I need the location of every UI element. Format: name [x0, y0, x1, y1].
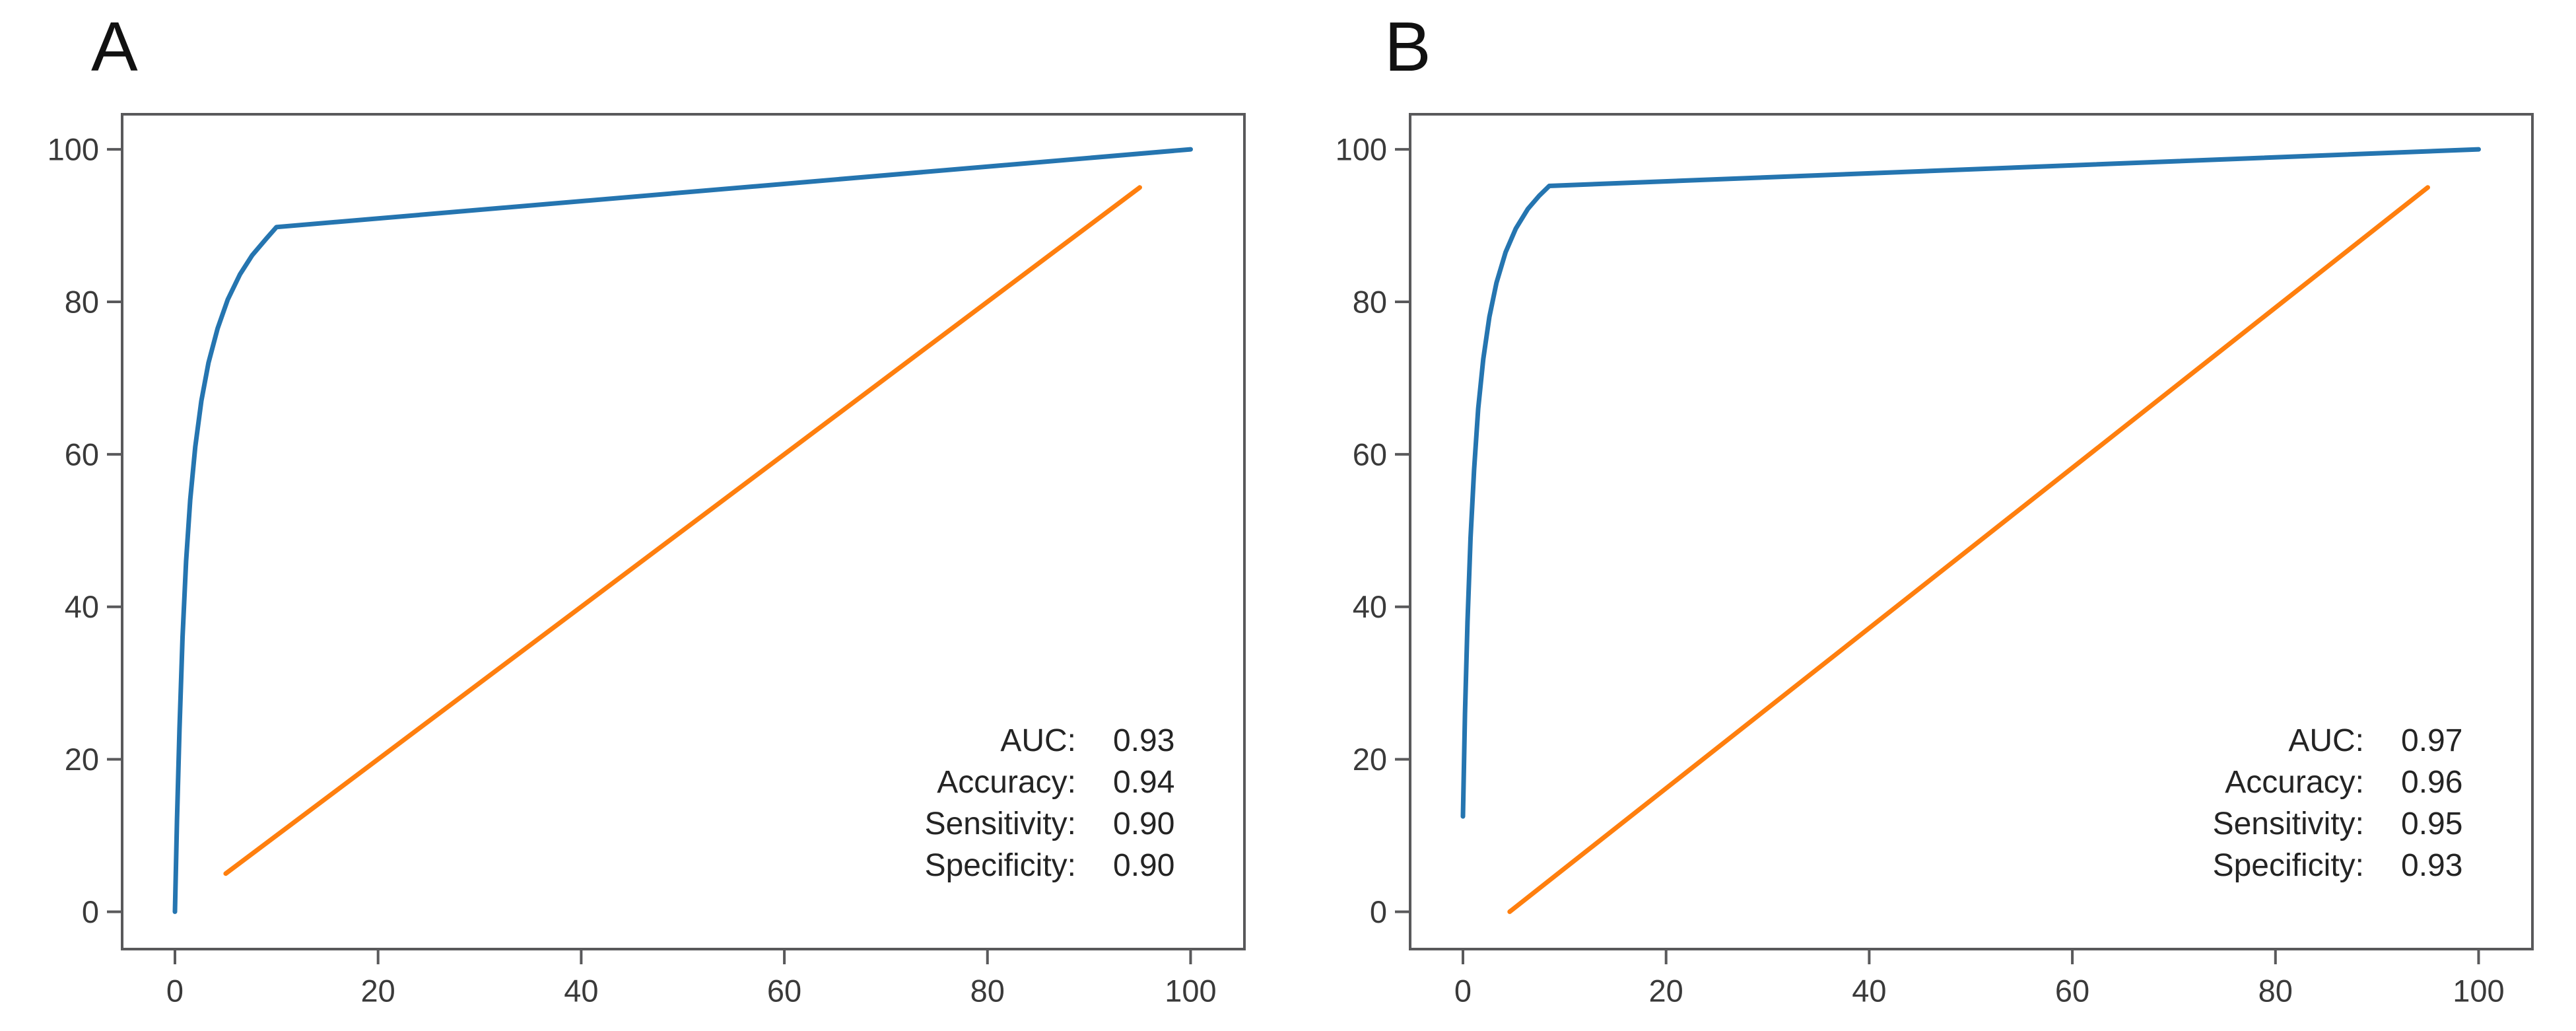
panel-a-letter: A [91, 8, 138, 86]
x-tick-label: 0 [166, 973, 184, 1008]
y-tick-label: 100 [48, 132, 99, 167]
x-tick-label: 40 [1852, 973, 1886, 1008]
roc-curve-line [1460, 147, 2481, 819]
x-tick-label: 60 [2055, 973, 2089, 1008]
metric-value: 0.95 [2401, 806, 2462, 841]
metric-value: 0.94 [1113, 765, 1174, 800]
metric-value: 0.97 [2401, 723, 2462, 758]
metric-label: Specificity: [2213, 848, 2364, 883]
y-tick-label: 60 [1353, 437, 1387, 472]
x-tick-label: 20 [361, 973, 395, 1008]
y-tick-label: 20 [1353, 742, 1387, 777]
y-tick-label: 0 [82, 894, 99, 929]
metric-label: Sensitivity: [2213, 806, 2364, 841]
metric-label: Accuracy: [937, 765, 1076, 800]
panel-b: B 0 20 40 60 80 100 0 20 40 60 80 100 AUC: 0.97 Accura… [1288, 0, 2576, 1031]
x-tick-label: 0 [1454, 973, 1472, 1008]
roc-chart-b: 0 20 40 60 80 100 0 20 40 60 80 100 AUC: 0.97 Accuracy… [1336, 113, 2534, 1008]
metric-label: AUC: [2288, 723, 2364, 758]
y-tick-label: 0 [1370, 894, 1387, 929]
metric-label: AUC: [1000, 723, 1076, 758]
metric-value: 0.93 [2401, 848, 2462, 883]
plot-frame [1409, 113, 2534, 950]
metric-label: Accuracy: [2225, 765, 2364, 800]
metric-label: Specificity: [925, 848, 1076, 883]
x-tick-label: 100 [1165, 973, 1216, 1008]
roc-curve-line [172, 147, 1193, 914]
y-tick-label: 40 [1353, 589, 1387, 624]
y-tick-label: 20 [65, 742, 99, 777]
x-tick-label: 20 [1649, 973, 1683, 1008]
panel-a: A 0 20 40 60 80 100 0 20 40 60 80 100 AUC: 0.93 Accura… [48, 8, 1246, 1008]
metric-label: Sensitivity: [925, 806, 1076, 841]
y-tick-label: 100 [1336, 132, 1387, 167]
panel-b-letter: B [1384, 8, 1431, 86]
x-tick-label: 60 [767, 973, 801, 1008]
plot-frame [121, 113, 1246, 950]
x-tick-label: 40 [564, 973, 598, 1008]
x-tick-label: 80 [970, 973, 1005, 1008]
y-tick-label: 60 [65, 437, 99, 472]
roc-chart-a: 0 20 40 60 80 100 0 20 40 60 80 100 AUC: 0.93 Accuracy… [48, 113, 1246, 1008]
metric-value: 0.90 [1113, 806, 1174, 841]
x-tick-label: 80 [2258, 973, 2293, 1008]
y-tick-label: 40 [65, 589, 99, 624]
chance-line-line [1507, 185, 2430, 914]
metric-value: 0.90 [1113, 848, 1174, 883]
y-tick-label: 80 [65, 284, 99, 319]
chance-line-line [223, 185, 1142, 876]
y-tick-label: 80 [1353, 284, 1387, 319]
metric-value: 0.96 [2401, 765, 2462, 800]
metric-value: 0.93 [1113, 723, 1174, 758]
x-tick-label: 100 [2453, 973, 2504, 1008]
